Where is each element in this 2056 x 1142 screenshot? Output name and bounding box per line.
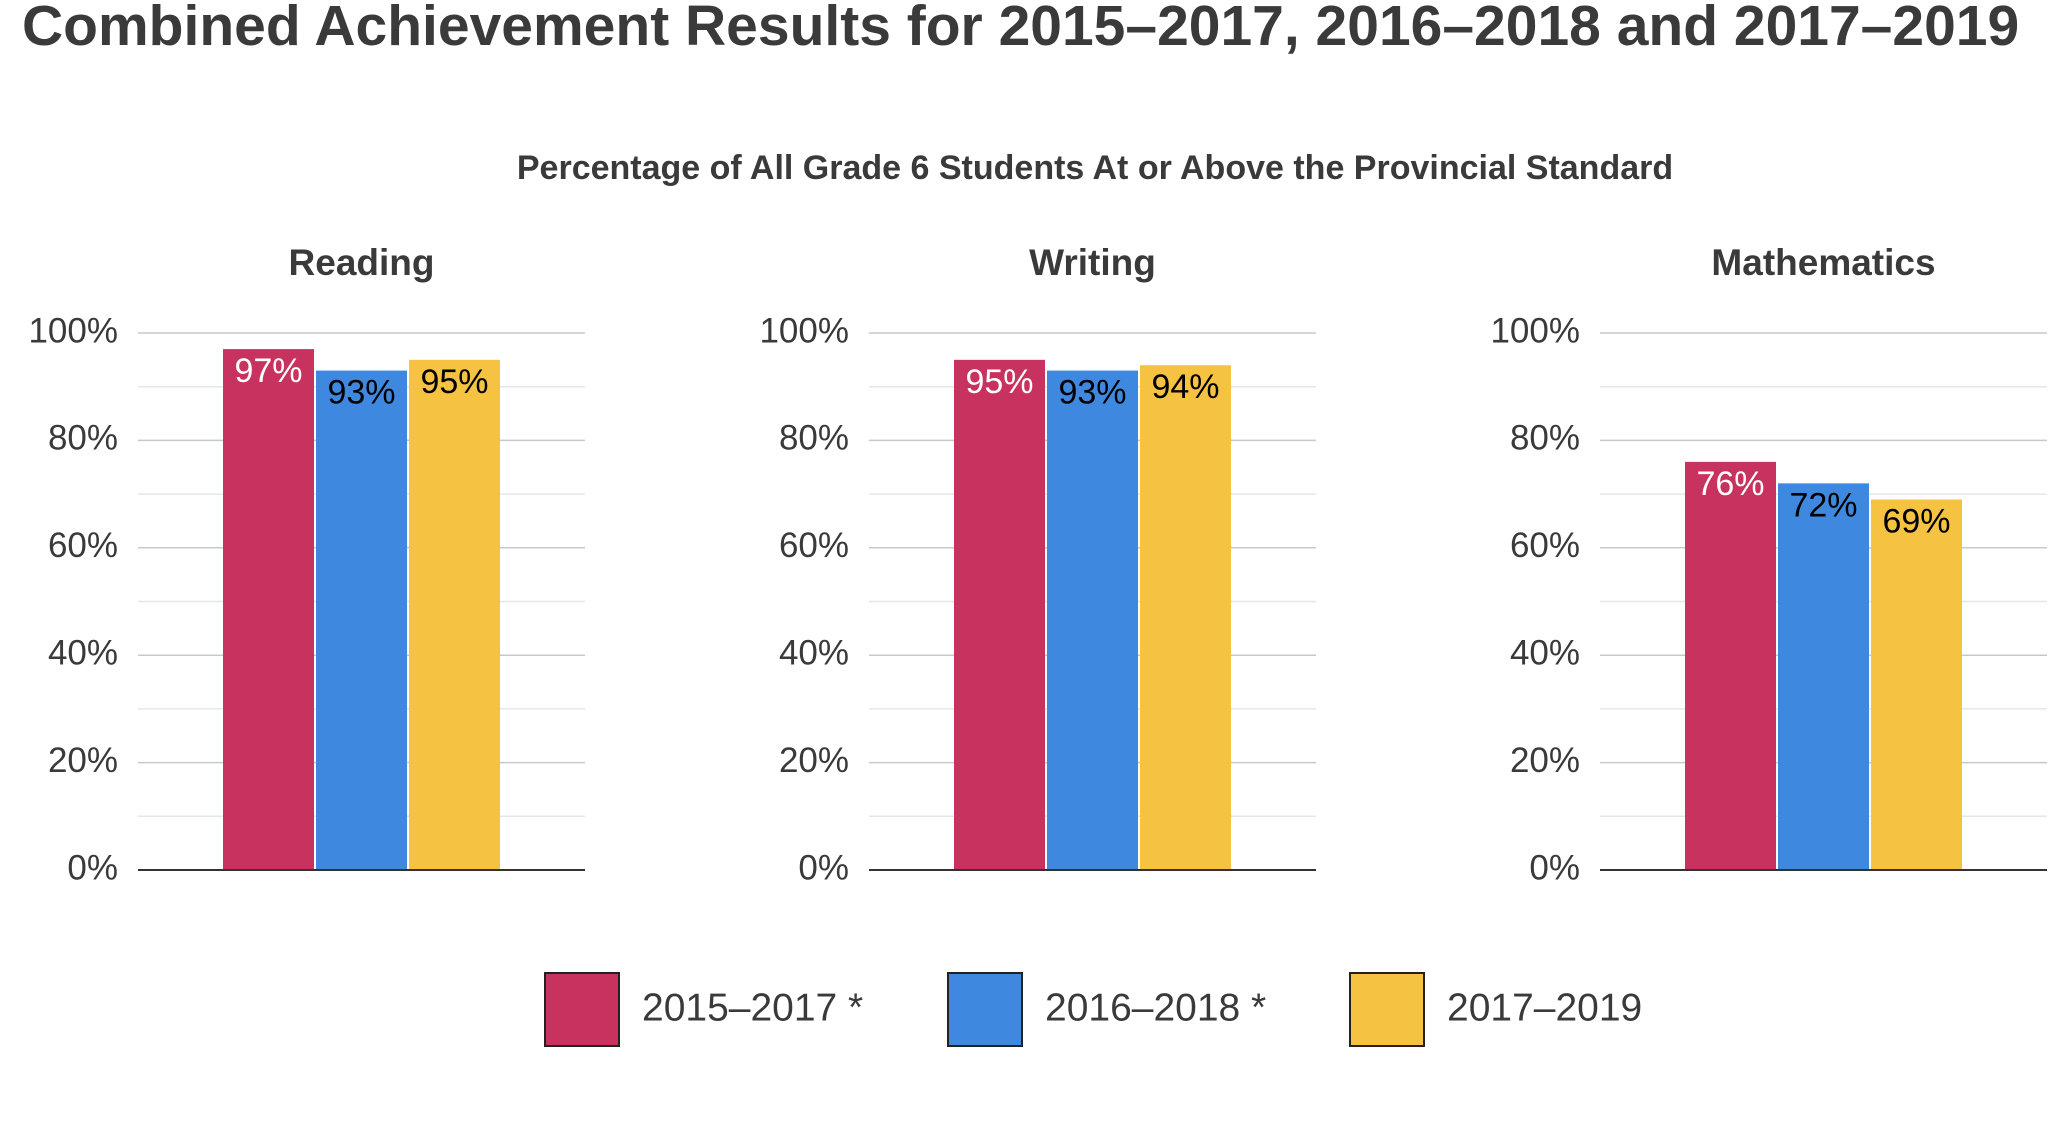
value-label: 72%	[1789, 486, 1857, 524]
y-tick-label: 80%	[779, 419, 849, 458]
value-label: 69%	[1882, 502, 1950, 540]
value-label: 95%	[965, 363, 1033, 401]
value-label: 76%	[1696, 465, 1764, 503]
y-tick-label: 20%	[1510, 741, 1580, 780]
y-tick-label: 100%	[1490, 311, 1580, 350]
bar	[1871, 499, 1962, 870]
chart-subtitle: Percentage of All Grade 6 Students At or…	[517, 149, 1673, 187]
value-label: 93%	[1058, 374, 1126, 412]
legend-swatch	[947, 972, 1023, 1047]
bar	[1685, 461, 1776, 870]
y-tick-label: 40%	[779, 633, 849, 672]
y-tick-label: 80%	[48, 419, 118, 458]
legend-label: 2015–2017 *	[642, 986, 863, 1029]
bar	[1140, 365, 1231, 870]
legend-label: 2017–2019	[1447, 986, 1642, 1029]
bar	[1047, 370, 1138, 870]
value-label: 95%	[420, 363, 488, 401]
y-tick-label: 0%	[798, 848, 849, 887]
value-label: 94%	[1151, 368, 1219, 406]
bar	[1778, 483, 1869, 870]
panel-title: Writing	[1029, 242, 1156, 283]
legend-swatch	[1349, 972, 1425, 1047]
bar	[954, 359, 1045, 870]
chart-title: Combined Achievement Results for 2015–20…	[22, 0, 2019, 58]
y-tick-label: 100%	[759, 311, 849, 350]
panel-title: Reading	[289, 242, 435, 283]
y-tick-label: 60%	[1510, 526, 1580, 565]
y-tick-label: 20%	[779, 741, 849, 780]
y-tick-label: 80%	[1510, 419, 1580, 458]
legend-label: 2016–2018 *	[1045, 986, 1266, 1029]
value-label: 93%	[327, 374, 395, 412]
bar	[223, 349, 314, 870]
y-tick-label: 0%	[1529, 848, 1580, 887]
y-tick-label: 60%	[48, 526, 118, 565]
bar	[409, 359, 500, 870]
legend-swatch	[544, 972, 620, 1047]
y-tick-label: 100%	[28, 311, 118, 350]
y-tick-label: 60%	[779, 526, 849, 565]
y-tick-label: 20%	[48, 741, 118, 780]
y-tick-label: 40%	[48, 633, 118, 672]
bar	[316, 370, 407, 870]
panel-title: Mathematics	[1711, 242, 1935, 283]
y-tick-label: 40%	[1510, 633, 1580, 672]
value-label: 97%	[234, 352, 302, 390]
y-tick-label: 0%	[67, 848, 118, 887]
